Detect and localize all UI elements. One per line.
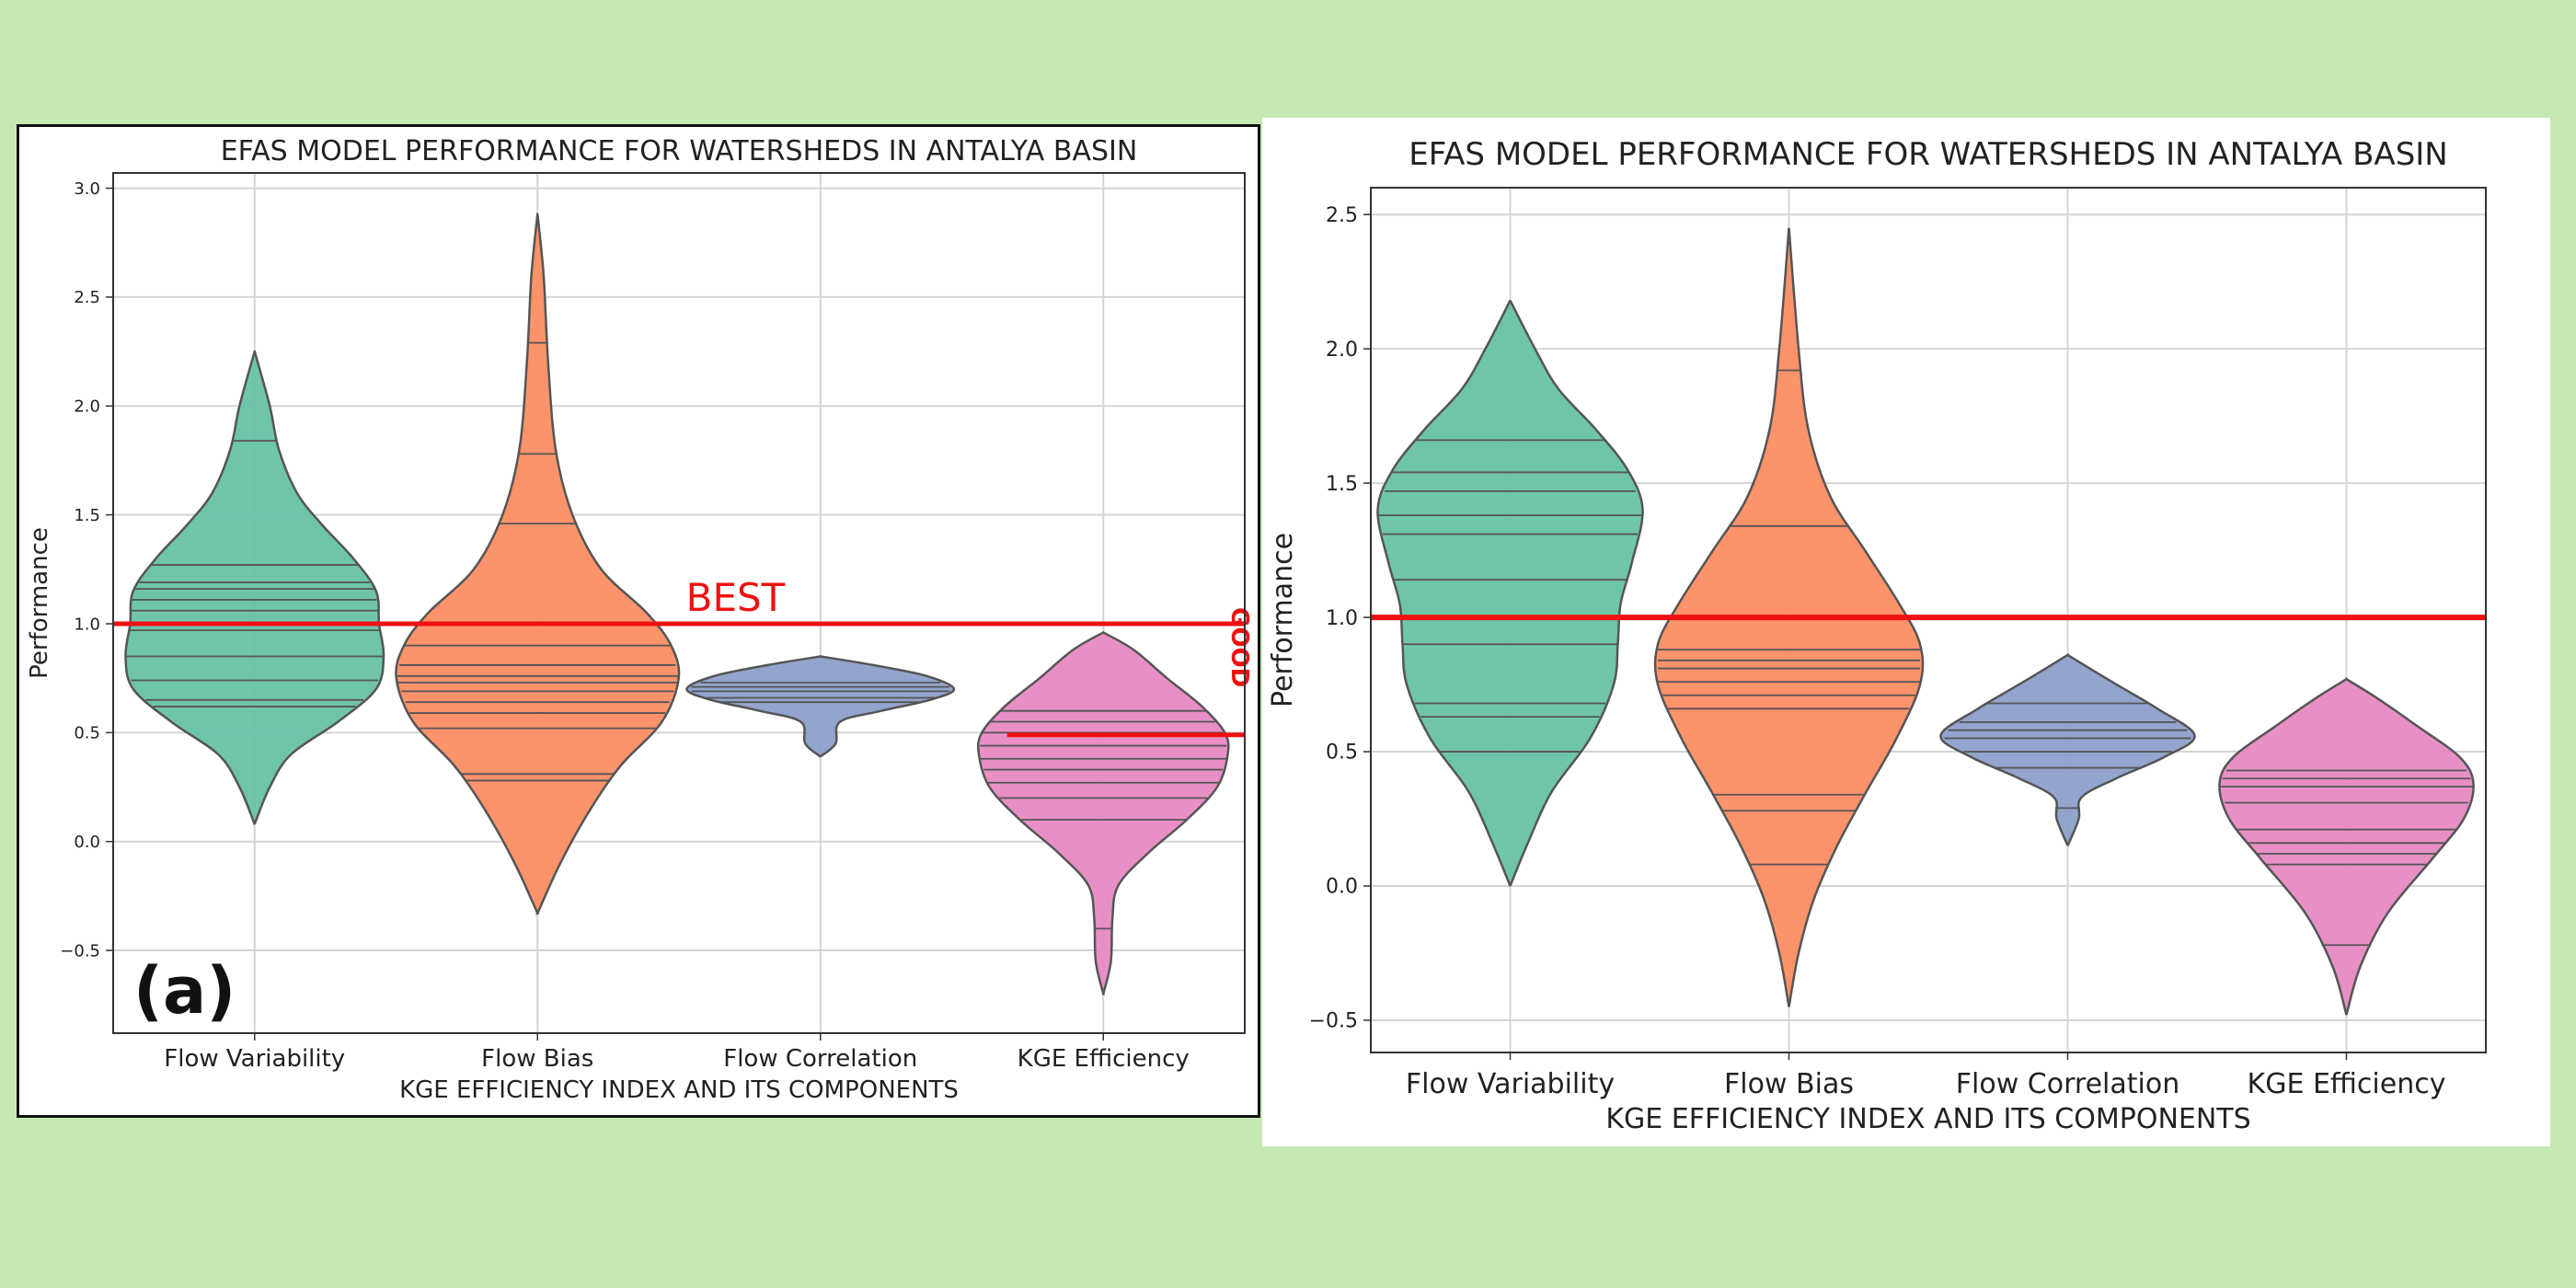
y-tick-label: 0.0: [1326, 876, 1358, 899]
violin-kge-efficiency: [2218, 676, 2475, 1016]
violin-flow-correlation: [685, 655, 956, 758]
y-tick-label: 0.5: [1326, 742, 1358, 765]
good-label: GOOD: [1225, 607, 1253, 687]
y-tick-label: 0.5: [74, 724, 100, 743]
x-axis-label: KGE EFFICIENCY INDEX AND ITS COMPONENTS: [399, 1076, 959, 1104]
x-category-label: Flow Correlation: [723, 1045, 917, 1073]
violin-kge-efficiency: [976, 630, 1230, 995]
y-tick-label: −0.5: [1309, 1010, 1358, 1033]
chart-a: EFAS MODEL PERFORMANCE FOR WATERSHEDS IN…: [26, 135, 1253, 1104]
violin-flow-bias: [395, 213, 681, 915]
violin-body: [1376, 300, 1644, 887]
x-category-label: Flow Bias: [481, 1045, 593, 1073]
y-tick-label: 1.5: [74, 506, 100, 525]
violin-flow-variability: [1376, 300, 1644, 887]
y-tick-label: 1.0: [74, 615, 100, 634]
violin-flow-variability: [124, 350, 385, 825]
violin-body: [1939, 652, 2196, 846]
chart-b: EFAS MODEL PERFORMANCE FOR WATERSHEDS IN…: [1267, 136, 2487, 1135]
y-tick-label: −0.5: [60, 941, 100, 960]
best-label: BEST: [686, 575, 786, 620]
y-axis-label: Performance: [1267, 533, 1299, 707]
y-tick-label: 1.0: [1326, 607, 1358, 630]
y-tick-label: 2.5: [74, 288, 100, 307]
x-category-label: KGE Efficiency: [1018, 1045, 1190, 1073]
violin-body: [685, 655, 956, 758]
violin-body: [2218, 676, 2475, 1016]
chart-panel-b: EFAS MODEL PERFORMANCE FOR WATERSHEDS IN…: [1262, 118, 2550, 1146]
x-category-label: Flow Correlation: [1956, 1068, 2179, 1100]
violin-body: [976, 630, 1230, 995]
x-axis-label: KGE EFFICIENCY INDEX AND ITS COMPONENTS: [1605, 1103, 2250, 1135]
y-tick-label: 2.0: [1326, 339, 1358, 362]
violin-body: [124, 350, 385, 825]
y-tick-label: 0.0: [74, 833, 100, 852]
y-tick-label: 2.5: [1326, 204, 1358, 227]
y-tick-label: 2.0: [74, 397, 100, 417]
x-category-label: KGE Efficiency: [2248, 1068, 2446, 1100]
x-category-label: Flow Bias: [1724, 1068, 1854, 1100]
plot-frame: [1370, 187, 2487, 1053]
panel-label: (a): [133, 953, 236, 1029]
plot-frame: [112, 172, 1246, 1034]
x-category-label: Flow Variability: [1406, 1068, 1615, 1100]
y-axis-label: Performance: [26, 527, 53, 679]
chart-title: EFAS MODEL PERFORMANCE FOR WATERSHEDS IN…: [221, 135, 1138, 167]
violin-body: [395, 213, 681, 915]
chart-panel-a: EFAS MODEL PERFORMANCE FOR WATERSHEDS IN…: [17, 124, 1260, 1118]
chart-title: EFAS MODEL PERFORMANCE FOR WATERSHEDS IN…: [1409, 136, 2448, 173]
x-category-label: Flow Variability: [164, 1045, 345, 1073]
y-tick-label: 1.5: [1326, 473, 1358, 496]
violin-flow-correlation: [1939, 652, 2196, 846]
y-tick-label: 3.0: [74, 179, 100, 199]
